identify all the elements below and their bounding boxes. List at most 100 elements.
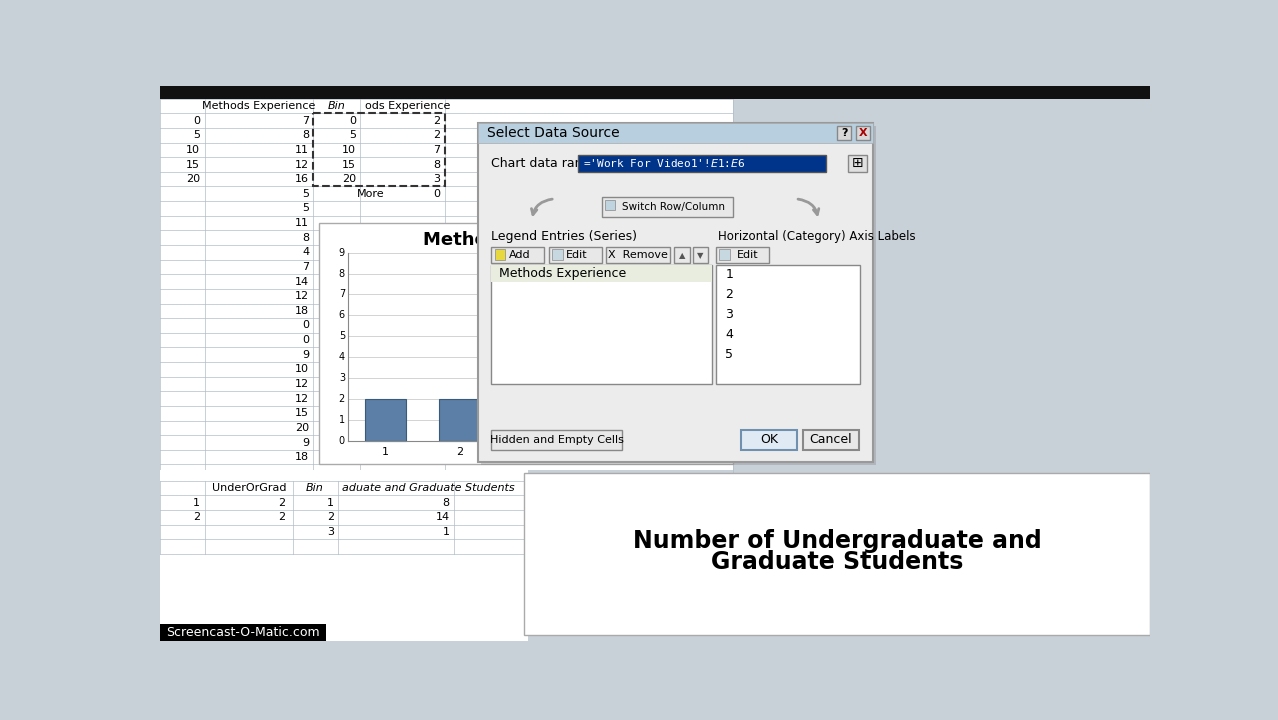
Text: 3: 3	[726, 308, 734, 321]
Text: 5: 5	[349, 130, 355, 140]
Text: 8: 8	[302, 233, 309, 243]
Text: 4: 4	[726, 328, 734, 341]
Text: Horizontal (Category) Axis Labels: Horizontal (Category) Axis Labels	[718, 230, 915, 243]
Text: 10: 10	[187, 145, 201, 155]
Text: 0: 0	[433, 189, 441, 199]
Text: Add: Add	[510, 250, 530, 260]
Text: Graduate Students: Graduate Students	[711, 550, 964, 575]
Text: Select Data Source: Select Data Source	[487, 127, 620, 140]
Text: 2: 2	[433, 116, 441, 126]
Text: 1: 1	[327, 498, 334, 508]
Bar	[514, 294, 555, 441]
Text: 3: 3	[339, 373, 345, 383]
Text: 12: 12	[295, 291, 309, 301]
Text: Methods Experience: Methods Experience	[202, 101, 316, 111]
Text: ▼: ▼	[698, 251, 704, 259]
Bar	[856, 127, 869, 140]
Text: 15: 15	[295, 408, 309, 418]
Text: 18: 18	[295, 452, 309, 462]
Text: 18: 18	[295, 306, 309, 316]
Bar	[318, 223, 734, 464]
Text: OK: OK	[760, 433, 778, 446]
Bar	[803, 430, 859, 450]
Text: 20: 20	[341, 174, 355, 184]
Text: Hidden and Empty Cells: Hidden and Empty Cells	[489, 435, 624, 445]
Text: 2: 2	[433, 130, 441, 140]
Text: 3: 3	[530, 446, 537, 456]
Bar	[440, 399, 479, 441]
Text: 1: 1	[442, 527, 450, 537]
Bar	[492, 265, 712, 282]
Text: ='Work For Video1'!$E$1:$E$6: ='Work For Video1'!$E$1:$E$6	[583, 158, 745, 169]
Text: 4: 4	[302, 248, 309, 257]
Text: 3: 3	[327, 527, 334, 537]
Text: 9: 9	[302, 350, 309, 360]
Text: 2: 2	[279, 512, 285, 522]
Text: UnderOrGrad: UnderOrGrad	[212, 483, 286, 493]
Text: X: X	[859, 128, 866, 138]
Bar	[548, 246, 602, 264]
Text: 14: 14	[295, 276, 309, 287]
Text: 2: 2	[327, 512, 334, 522]
Text: ?: ?	[841, 128, 847, 138]
Bar	[602, 197, 734, 217]
Text: Legend Entries (Series): Legend Entries (Series)	[492, 230, 638, 243]
Text: 4: 4	[339, 352, 345, 362]
Text: 16: 16	[295, 174, 309, 184]
Text: 14: 14	[436, 512, 450, 522]
Text: 5: 5	[726, 348, 734, 361]
Bar	[492, 246, 544, 264]
Text: Switch Row/Column: Switch Row/Column	[622, 202, 725, 212]
Text: More: More	[358, 189, 385, 199]
Bar	[478, 123, 873, 143]
Bar	[604, 199, 616, 210]
Text: 7: 7	[433, 145, 441, 155]
Text: 0: 0	[349, 116, 355, 126]
Text: 11: 11	[295, 145, 309, 155]
Bar	[160, 624, 326, 641]
Text: 6: 6	[339, 310, 345, 320]
Bar	[495, 249, 505, 260]
Text: Edit: Edit	[736, 250, 758, 260]
Text: 9: 9	[339, 248, 345, 258]
Bar	[716, 246, 769, 264]
Text: 7: 7	[302, 262, 309, 272]
Bar	[364, 399, 405, 441]
Bar	[675, 246, 690, 264]
Text: 3: 3	[433, 174, 441, 184]
Bar	[847, 155, 866, 172]
Text: Number of Undergraduate and: Number of Undergraduate and	[633, 528, 1042, 553]
Text: Methods Experience: Methods Experience	[423, 231, 629, 249]
Text: 1: 1	[382, 446, 389, 456]
Bar	[716, 265, 860, 384]
Text: 10: 10	[341, 145, 355, 155]
Text: 12: 12	[295, 379, 309, 389]
Text: Edit: Edit	[566, 250, 588, 260]
Text: 15: 15	[341, 160, 355, 169]
Text: 1: 1	[339, 415, 345, 425]
Text: 12: 12	[295, 160, 309, 169]
Text: X  Remove: X Remove	[608, 250, 668, 260]
Text: 1: 1	[193, 498, 201, 508]
Text: 9: 9	[302, 438, 309, 448]
Bar	[160, 99, 734, 482]
Text: Methods Experience: Methods Experience	[500, 267, 626, 280]
Text: 8: 8	[339, 269, 345, 279]
Bar	[741, 430, 796, 450]
Text: 10: 10	[295, 364, 309, 374]
Text: 0: 0	[339, 436, 345, 446]
Text: 2: 2	[456, 446, 463, 456]
Text: ods Experience: ods Experience	[366, 101, 451, 111]
Text: 2: 2	[193, 512, 201, 522]
Text: 4: 4	[604, 446, 611, 456]
Bar	[160, 470, 1150, 641]
Text: Chart data range:: Chart data range:	[492, 157, 603, 170]
Bar	[588, 274, 629, 441]
Text: 1: 1	[726, 268, 734, 281]
Text: Bin: Bin	[327, 101, 345, 111]
Text: 20: 20	[185, 174, 201, 184]
Text: 8: 8	[433, 160, 441, 169]
Text: 5: 5	[303, 189, 309, 199]
Bar	[720, 249, 730, 260]
Text: 2: 2	[279, 498, 285, 508]
